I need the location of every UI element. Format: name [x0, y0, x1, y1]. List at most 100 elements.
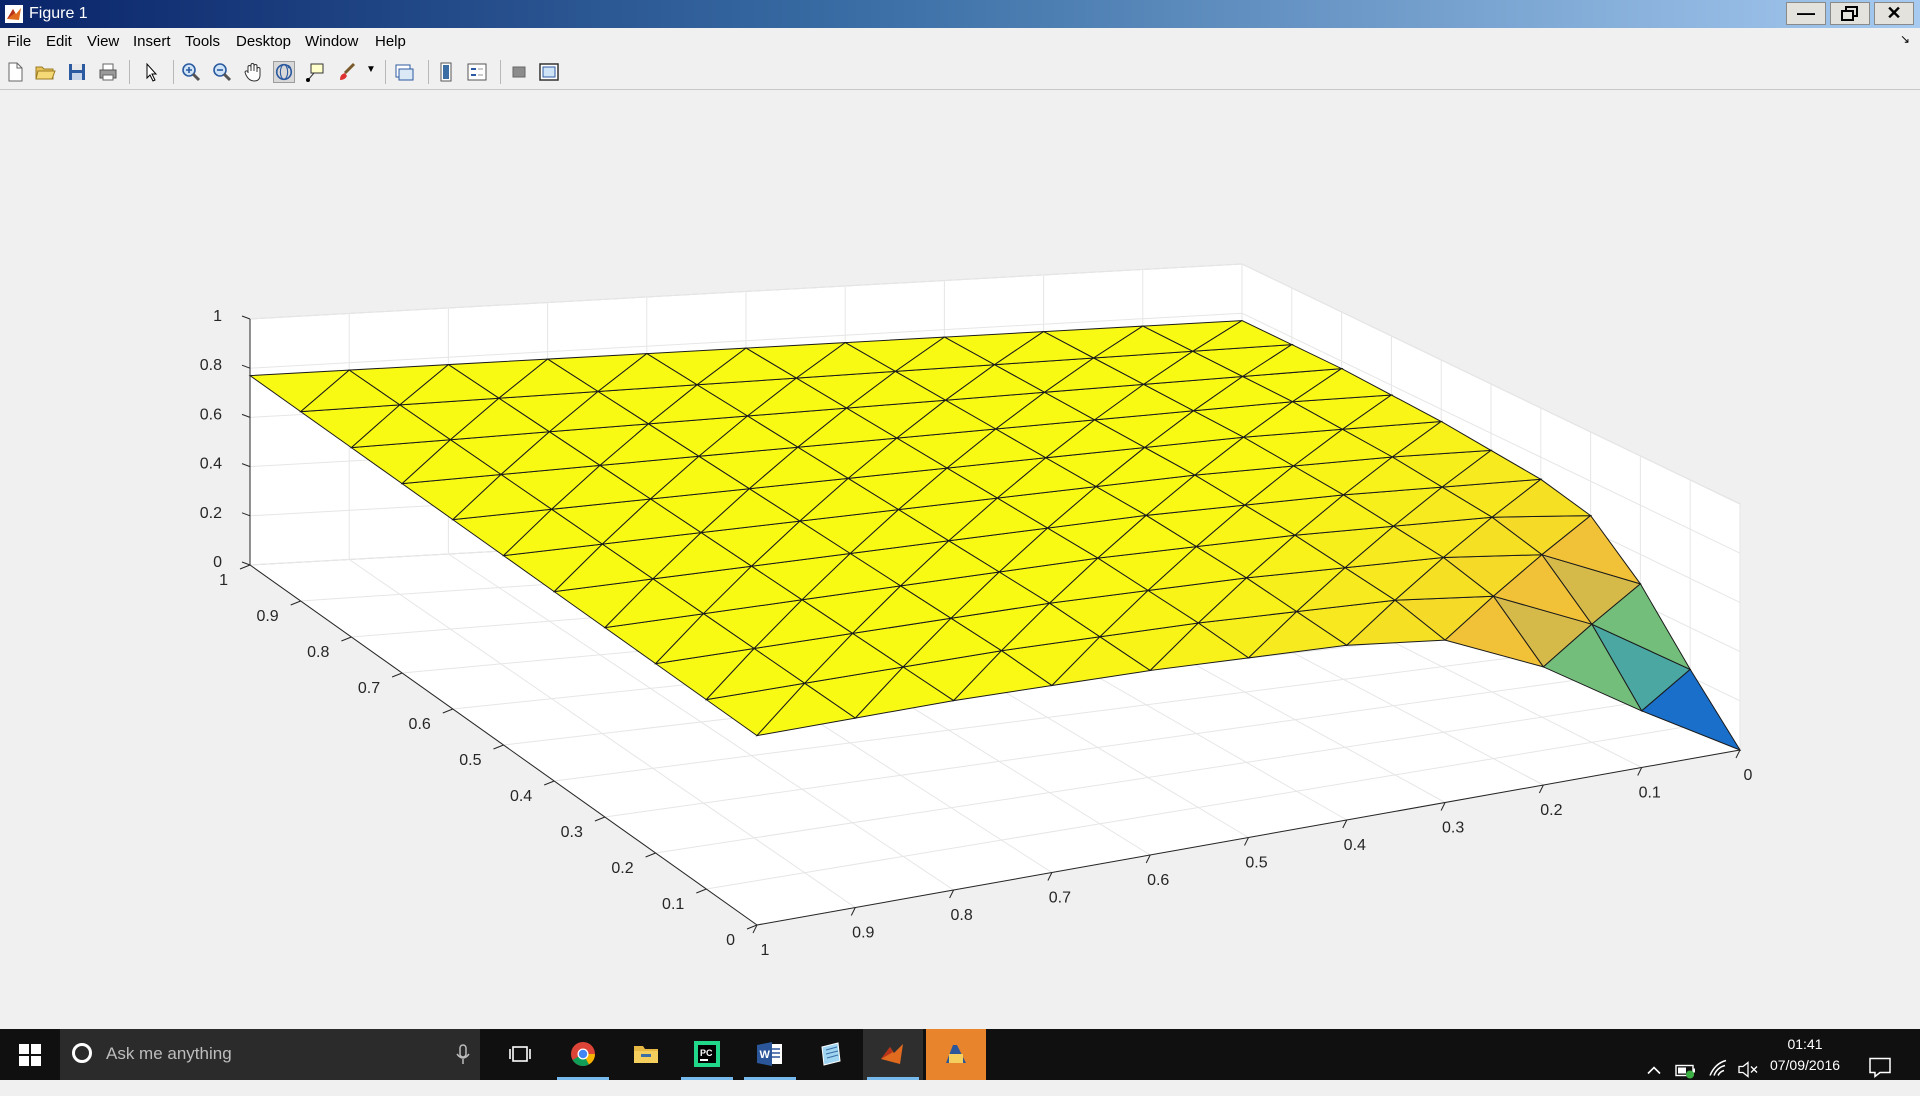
close-icon: ✕: [1886, 3, 1902, 23]
surface-triangle: [1444, 595, 1545, 668]
legend-icon: [467, 63, 487, 81]
microphone-icon[interactable]: [456, 1044, 470, 1066]
menu-help[interactable]: Help: [375, 33, 406, 50]
link-plot-icon: [395, 64, 414, 81]
surface-triangle: [651, 531, 753, 580]
pan-button[interactable]: [242, 61, 264, 83]
link-plot-button[interactable]: [393, 61, 415, 83]
taskbar-file-explorer[interactable]: [616, 1029, 676, 1080]
cortana-search-box[interactable]: Ask me anything: [60, 1029, 480, 1080]
volume-muted-icon[interactable]: [1737, 1044, 1759, 1095]
taskbar-chrome[interactable]: [553, 1029, 613, 1080]
show-hidden-icons-icon[interactable]: [1645, 1045, 1663, 1096]
wifi-icon[interactable]: [1707, 1043, 1729, 1094]
x-tick-label: 0.4: [1344, 837, 1366, 854]
toolbar-separator: [500, 60, 501, 84]
print-button[interactable]: [97, 61, 119, 83]
x-tick-mark: [949, 889, 955, 899]
search-placeholder: Ask me anything: [106, 1044, 232, 1063]
menu-tools[interactable]: Tools: [185, 33, 221, 50]
taskbar-notepad[interactable]: [801, 1029, 861, 1080]
matlab-figure-icon: [5, 5, 23, 23]
brush-button[interactable]: [336, 61, 358, 83]
surface-triangle: [1098, 589, 1200, 638]
close-button[interactable]: ✕: [1874, 2, 1914, 25]
figure-canvas[interactable]: 0 0.1 0.2 0.3 0.4 0.5 0.6 0.7 0.8 0.9 1 0 0.1 0.2 0.3 0…: [0, 90, 1920, 1030]
toolbar-separator: [428, 60, 429, 84]
battery-icon[interactable]: [1675, 1045, 1697, 1096]
surface-triangle: [997, 527, 1100, 573]
action-center-icon[interactable]: [1868, 1042, 1892, 1093]
x-tick-label: 0.7: [1049, 890, 1071, 907]
new-figure-button[interactable]: [4, 61, 26, 83]
surface-triangle: [1440, 449, 1543, 488]
surface-triangle: [949, 571, 1051, 620]
surface-triangle: [1390, 420, 1493, 458]
x-tick-label: 0.5: [1245, 855, 1267, 872]
y-tick-mark: [290, 600, 301, 606]
zoom-out-button[interactable]: [211, 61, 233, 83]
menu-window[interactable]: Window: [305, 33, 359, 50]
colorbar-button[interactable]: [435, 61, 457, 83]
surface-plot[interactable]: 00.10.20.30.40.50.60.70.80.9100.10.20.30…: [0, 90, 1920, 1029]
grid-line: [1241, 312, 1741, 554]
surface-triangle: [1590, 583, 1692, 671]
y-tick-mark: [341, 636, 352, 642]
taskbar-word[interactable]: W: [740, 1029, 800, 1080]
grid-line: [448, 553, 954, 891]
menu-insert[interactable]: Insert: [133, 33, 171, 50]
taskbar-matlab[interactable]: [863, 1029, 923, 1080]
surface-triangle: [1141, 350, 1245, 386]
brush-dropdown-icon[interactable]: ▼: [366, 64, 376, 75]
edit-plot-button[interactable]: [140, 61, 162, 83]
surface-triangle: [598, 423, 701, 467]
legend-button[interactable]: [466, 61, 488, 83]
menu-desktop[interactable]: Desktop: [236, 33, 292, 50]
y-tick-label: 0.8: [307, 644, 329, 661]
surface-triangle: [547, 390, 651, 433]
surface-triangle: [755, 682, 857, 737]
taskbar-clock[interactable]: 01:41 07/09/2016: [1755, 1034, 1855, 1076]
surface-triangle: [349, 404, 452, 449]
menu-edit[interactable]: Edit: [46, 33, 72, 50]
menu-file[interactable]: File: [7, 33, 32, 50]
data-cursor-button[interactable]: [304, 61, 326, 83]
start-button[interactable]: [0, 1029, 60, 1080]
open-file-icon: [35, 66, 56, 80]
surface-triangle: [947, 497, 1049, 542]
save-button[interactable]: [66, 61, 88, 83]
restore-button[interactable]: [1830, 2, 1870, 25]
z-tick-mark: [241, 561, 251, 566]
show-plot-tools-button[interactable]: [538, 61, 560, 83]
grid-line: [249, 263, 1243, 320]
rotate-3d-button[interactable]: [273, 61, 295, 83]
clock-date: 07/09/2016: [1769, 1057, 1841, 1073]
hide-plot-tools-button[interactable]: [508, 61, 530, 83]
x-tick-label: 1: [761, 942, 770, 959]
grid-line: [1241, 263, 1741, 505]
dock-figure-icon[interactable]: ↘: [1900, 32, 1911, 46]
window-titlebar[interactable]: Figure 1 — ✕: [0, 0, 1920, 28]
surface-triangle: [798, 477, 900, 522]
taskbar-task-view[interactable]: [490, 1029, 550, 1080]
minimize-button[interactable]: —: [1786, 2, 1826, 25]
surface-triangle: [848, 508, 951, 555]
zoom-in-button[interactable]: [180, 61, 202, 83]
svg-text:PC: PC: [700, 1048, 713, 1058]
zoom-out-icon: [213, 63, 232, 82]
open-file-button[interactable]: [34, 61, 56, 83]
taskbar-pycharm[interactable]: PC: [677, 1029, 737, 1080]
surface-triangle: [800, 552, 903, 601]
surface-triangle: [896, 467, 999, 511]
menu-view[interactable]: View: [87, 33, 120, 50]
taskbar-pinned-folder[interactable]: [926, 1029, 986, 1080]
surface-triangle: [1244, 534, 1347, 579]
surface-triangle: [747, 446, 850, 490]
surface-triangle: [844, 370, 948, 409]
x-tick-label: 0.2: [1540, 802, 1562, 819]
window-title: Figure 1: [29, 5, 88, 22]
surface-triangle: [704, 647, 807, 701]
pinned-folder-icon: [946, 1045, 966, 1063]
surface-triangle: [1192, 320, 1294, 352]
toolbar-separator: [173, 60, 174, 84]
